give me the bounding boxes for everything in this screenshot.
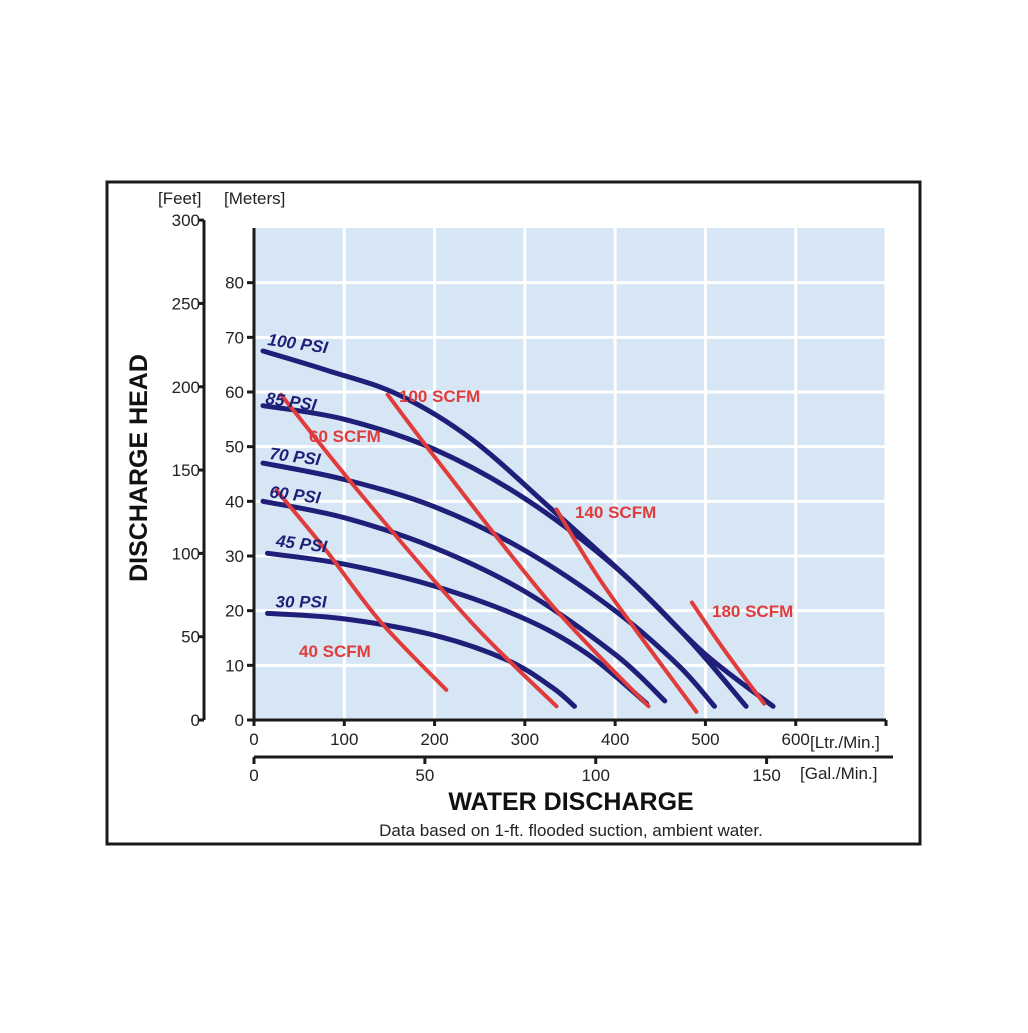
gal-tick-label: 100	[582, 766, 610, 785]
meters-tick-label: 20	[225, 602, 244, 621]
x-axis-title: WATER DISCHARGE	[448, 788, 693, 816]
meters-tick-label: 80	[225, 274, 244, 293]
series-line-180-scfm	[689, 600, 767, 706]
gal-tick-label: 150	[752, 766, 780, 785]
ltr-unit-label: [Ltr./Min.]	[810, 733, 880, 752]
series-line-60-scfm	[279, 392, 559, 709]
series-line-30-psi	[265, 610, 577, 709]
series-line-85-psi	[260, 403, 749, 709]
y-axis-title: DISCHARGE HEAD	[125, 354, 153, 582]
gal-tick-label: 0	[249, 766, 258, 785]
feet-tick-label: 200	[172, 378, 200, 397]
feet-tick-label: 50	[181, 628, 200, 647]
meters-tick-label: 0	[235, 711, 244, 730]
feet-tick-label: 0	[191, 711, 200, 730]
series-line-60-psi	[260, 498, 668, 704]
feet-tick-label: 250	[172, 294, 200, 313]
series-label-100-scfm: 100 SCFM	[399, 387, 480, 406]
plot-background	[254, 228, 886, 720]
feet-tick-label: 300	[172, 211, 200, 230]
meters-tick-label: 40	[225, 492, 244, 511]
meters-unit-label: [Meters]	[224, 189, 285, 208]
footnote: Data based on 1-ft. flooded suction, amb…	[379, 821, 763, 840]
meters-tick-label: 70	[225, 328, 244, 347]
feet-tick-label: 150	[172, 461, 200, 480]
meters-tick-label: 30	[225, 547, 244, 566]
series-layer	[260, 348, 776, 714]
feet-unit-label: [Feet]	[158, 189, 201, 208]
series-label-40-scfm: 40 SCFM	[299, 642, 371, 661]
feet-tick-label: 100	[172, 544, 200, 563]
ltr-tick-label: 0	[249, 730, 258, 749]
ltr-tick-label: 300	[511, 730, 539, 749]
series-label-30-psi: 30 PSI	[276, 592, 328, 611]
series-label-140-scfm: 140 SCFM	[575, 503, 656, 522]
ltr-tick-label: 600	[782, 730, 810, 749]
gal-unit-label: [Gal./Min.]	[800, 764, 877, 783]
meters-tick-label: 10	[225, 656, 244, 675]
series-line-140-scfm	[554, 507, 699, 714]
ltr-tick-label: 200	[420, 730, 448, 749]
meters-tick-label: 60	[225, 383, 244, 402]
axes-layer: 0 10 20 30 40 50 60 70 80 0 50 100 150 200 250 300 0 100 2…	[172, 211, 893, 785]
series-line-40-scfm	[274, 488, 449, 692]
series-line-70-psi	[260, 460, 717, 709]
series-label-60-scfm: 60 SCFM	[309, 427, 381, 446]
meters-tick-label: 50	[225, 438, 244, 457]
ltr-tick-label: 400	[601, 730, 629, 749]
gal-tick-label: 50	[415, 766, 434, 785]
series-label-180-scfm: 180 SCFM	[712, 602, 793, 621]
ltr-tick-label: 100	[330, 730, 358, 749]
grid-layer	[254, 228, 888, 720]
ltr-tick-label: 500	[691, 730, 719, 749]
series-line-100-scfm	[385, 392, 651, 709]
series-line-45-psi	[265, 550, 650, 707]
